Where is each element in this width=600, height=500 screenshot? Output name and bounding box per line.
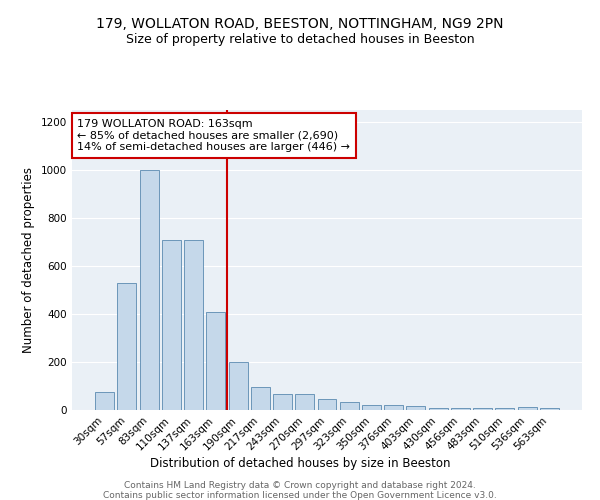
Bar	[540, 408, 559, 410]
Text: 179 WOLLATON ROAD: 163sqm
← 85% of detached houses are smaller (2,690)
14% of se: 179 WOLLATON ROAD: 163sqm ← 85% of detac…	[77, 119, 350, 152]
Bar	[95, 392, 114, 410]
Bar	[162, 240, 181, 410]
Bar	[451, 408, 470, 410]
Bar	[429, 408, 448, 410]
Bar	[384, 405, 403, 410]
Text: Size of property relative to detached houses in Beeston: Size of property relative to detached ho…	[125, 32, 475, 46]
Bar	[362, 405, 381, 410]
Bar	[118, 283, 136, 410]
Text: Contains HM Land Registry data © Crown copyright and database right 2024.: Contains HM Land Registry data © Crown c…	[124, 481, 476, 490]
Y-axis label: Number of detached properties: Number of detached properties	[22, 167, 35, 353]
Bar	[518, 407, 536, 410]
Text: Contains public sector information licensed under the Open Government Licence v3: Contains public sector information licen…	[103, 491, 497, 500]
Text: Distribution of detached houses by size in Beeston: Distribution of detached houses by size …	[150, 458, 450, 470]
Text: 179, WOLLATON ROAD, BEESTON, NOTTINGHAM, NG9 2PN: 179, WOLLATON ROAD, BEESTON, NOTTINGHAM,…	[96, 18, 504, 32]
Bar	[340, 402, 359, 410]
Bar	[473, 408, 492, 410]
Bar	[229, 362, 248, 410]
Bar	[273, 394, 292, 410]
Bar	[295, 394, 314, 410]
Bar	[184, 240, 203, 410]
Bar	[496, 408, 514, 410]
Bar	[251, 387, 270, 410]
Bar	[406, 406, 425, 410]
Bar	[140, 170, 158, 410]
Bar	[317, 399, 337, 410]
Bar	[206, 312, 225, 410]
